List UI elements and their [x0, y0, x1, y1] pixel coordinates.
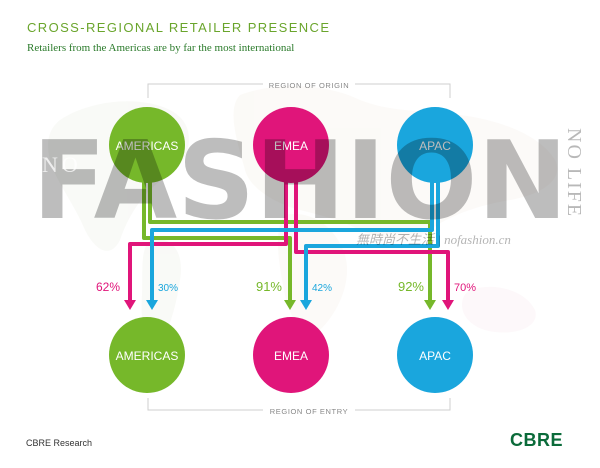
origin-americas-label: AMERICAS	[116, 139, 179, 153]
entry-apac-label: APAC	[419, 349, 451, 363]
origin-frame	[147, 83, 451, 98]
source-footer: CBRE Research	[26, 438, 93, 448]
flow-lines	[128, 180, 450, 300]
value-emea-to-americas: 62%	[96, 280, 120, 294]
value-emea-to-apac: 70%	[454, 282, 476, 294]
origin-emea-circle	[253, 107, 329, 183]
flow-apac-to-americas	[150, 180, 434, 300]
arrowhead-emea-to-apac	[442, 300, 454, 310]
flow-emea-to-apac	[294, 180, 450, 300]
watermark-nolife-text: NO LIFE	[563, 128, 585, 218]
flow-values: 62% 30% 91% 42% 92% 70%	[96, 279, 476, 294]
flow-americas-to-emea	[142, 180, 292, 300]
flow-americas-to-apac	[148, 180, 432, 300]
watermark-fashion-text: FASHION	[32, 119, 568, 244]
value-americas-to-emea: 91%	[256, 279, 282, 294]
arrowhead-americas-to-apac	[424, 300, 436, 310]
origin-circles: AMERICAS EMEA APAC	[109, 107, 473, 183]
page-subtitle: Retailers from the Americas are by far t…	[27, 42, 295, 54]
region-of-entry-label: REGION OF ENTRY	[270, 407, 348, 416]
value-apac-to-americas: 30%	[158, 283, 178, 294]
entry-frame	[147, 398, 451, 411]
watermark-site-text: 無時尚不生活 | nofashion.cn	[356, 232, 511, 247]
page-title: CROSS-REGIONAL RETAILER PRESENCE	[27, 20, 331, 35]
value-americas-to-apac: 92%	[398, 279, 424, 294]
entry-americas-circle	[109, 317, 185, 393]
arrowhead-americas-to-emea	[284, 300, 296, 310]
watermark-no-text: NO	[42, 152, 82, 177]
entry-emea-circle	[253, 317, 329, 393]
origin-emea-label: EMEA	[274, 139, 308, 153]
watermark: FASHION NO NO LIFE 無時尚不生活 | nofashion.cn	[32, 119, 585, 247]
cbre-logo: CBRE	[510, 430, 564, 450]
region-of-origin-label: REGION OF ORIGIN	[269, 81, 349, 90]
origin-americas-circle	[109, 107, 185, 183]
origin-apac-label: APAC	[419, 139, 451, 153]
entry-emea-label: EMEA	[274, 349, 308, 363]
flow-apac-to-emea	[304, 180, 440, 300]
arrowhead-apac-to-americas	[146, 300, 158, 310]
entry-apac-circle	[397, 317, 473, 393]
value-apac-to-emea: 42%	[312, 283, 332, 294]
flow-emea-to-americas	[128, 180, 288, 300]
arrowheads	[124, 300, 454, 310]
entry-circles: AMERICAS EMEA APAC	[109, 317, 473, 393]
arrowhead-apac-to-emea	[300, 300, 312, 310]
origin-apac-circle	[397, 107, 473, 183]
arrowhead-emea-to-americas	[124, 300, 136, 310]
entry-americas-label: AMERICAS	[116, 349, 179, 363]
